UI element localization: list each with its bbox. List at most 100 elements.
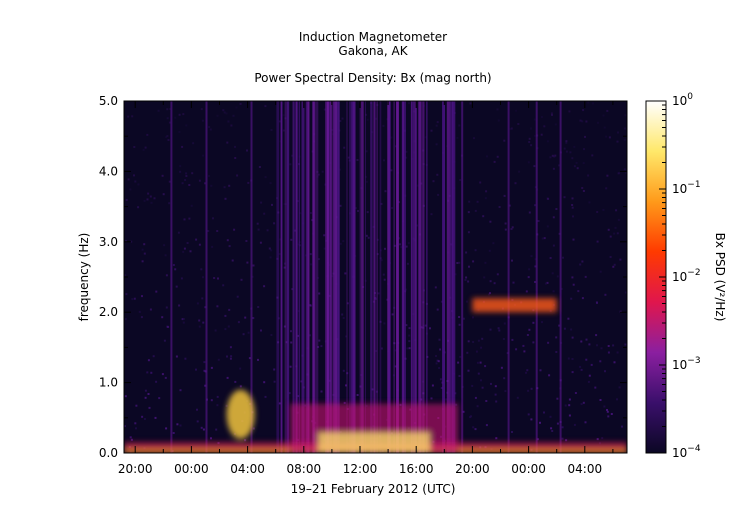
noise-speck	[283, 266, 286, 269]
noise-speck	[175, 285, 178, 288]
noise-speck	[155, 290, 158, 293]
noise-speck	[178, 130, 181, 133]
noise-speck	[458, 261, 461, 264]
feature-daytime-core	[317, 431, 431, 453]
noise-speck	[561, 437, 564, 440]
burst-line	[296, 101, 298, 453]
noise-speck	[616, 351, 619, 354]
noise-speck	[143, 199, 146, 202]
noise-speck	[157, 109, 160, 112]
noise-speck	[229, 357, 232, 360]
noise-speck	[565, 150, 568, 153]
noise-speck	[323, 234, 326, 237]
noise-speck	[568, 110, 571, 113]
noise-speck	[503, 194, 506, 197]
noise-speck	[208, 126, 211, 128]
noise-speck	[489, 220, 492, 223]
noise-speck	[502, 338, 505, 340]
noise-speck	[489, 292, 491, 295]
noise-speck	[599, 399, 602, 401]
noise-speck	[282, 129, 285, 132]
noise-speck	[420, 182, 423, 185]
noise-speck	[537, 220, 540, 222]
noise-speck	[375, 117, 378, 120]
noise-speck	[406, 347, 409, 350]
noise-speck	[405, 324, 408, 327]
noise-speck	[440, 300, 443, 303]
noise-speck	[331, 129, 334, 131]
noise-speck	[567, 317, 570, 320]
burst-line	[411, 101, 413, 453]
burst-line	[351, 101, 354, 453]
noise-speck	[539, 369, 542, 372]
noise-speck	[609, 235, 612, 238]
noise-speck	[168, 180, 171, 183]
noise-speck	[494, 385, 497, 388]
noise-speck	[623, 127, 626, 130]
noise-speck	[415, 224, 418, 227]
noise-speck	[195, 368, 197, 371]
noise-speck	[605, 187, 608, 190]
noise-speck	[266, 229, 269, 232]
burst-line	[422, 101, 425, 453]
noise-speck	[570, 328, 573, 331]
noise-speck	[181, 318, 184, 321]
noise-speck	[317, 258, 320, 261]
noise-speck	[365, 175, 368, 178]
noise-speck	[200, 268, 203, 271]
noise-speck	[223, 186, 226, 189]
noise-speck	[354, 207, 357, 210]
noise-speck	[147, 192, 150, 195]
noise-speck	[616, 232, 619, 235]
burst-line	[316, 101, 319, 453]
x-tick-label: 16:00	[399, 462, 434, 476]
noise-speck	[384, 247, 386, 250]
noise-speck	[459, 179, 462, 181]
noise-speck	[454, 273, 457, 276]
noise-speck	[462, 410, 465, 413]
noise-speck	[503, 322, 506, 325]
burst-line	[379, 101, 382, 453]
noise-speck	[563, 196, 566, 199]
noise-speck	[277, 317, 280, 320]
noise-speck	[256, 222, 259, 225]
noise-speck	[182, 321, 185, 324]
noise-speck	[311, 219, 314, 222]
noise-speck	[184, 179, 187, 181]
noise-speck	[152, 355, 155, 358]
noise-speck	[613, 263, 616, 266]
noise-speck	[131, 298, 134, 301]
noise-speck	[320, 390, 323, 393]
y-tick-label: 0.0	[99, 446, 118, 460]
y-axis-label: frequency (Hz)	[77, 233, 91, 322]
noise-speck	[144, 396, 147, 399]
noise-speck	[372, 225, 375, 228]
noise-speck	[582, 162, 585, 165]
noise-speck	[234, 145, 236, 148]
noise-speck	[300, 380, 303, 383]
noise-speck	[534, 265, 537, 268]
noise-speck	[228, 184, 231, 187]
noise-speck	[260, 201, 263, 204]
noise-speck	[259, 241, 262, 244]
noise-speck	[168, 121, 171, 124]
noise-speck	[364, 279, 367, 282]
noise-speck	[621, 425, 623, 428]
noise-speck	[490, 382, 492, 385]
noise-speck	[526, 369, 529, 372]
noise-speck	[614, 226, 617, 229]
noise-speck	[533, 165, 536, 168]
noise-speck	[168, 202, 171, 205]
noise-speck	[149, 308, 152, 311]
noise-speck	[503, 377, 506, 380]
noise-speck	[294, 229, 296, 232]
noise-speck	[284, 117, 287, 120]
noise-speck	[216, 395, 219, 398]
noise-speck	[437, 193, 440, 196]
noise-speck	[182, 113, 185, 116]
noise-speck	[525, 371, 527, 374]
noise-speck	[541, 321, 543, 324]
burst-line	[388, 101, 391, 453]
burst-line	[312, 101, 315, 453]
noise-speck	[133, 174, 135, 177]
